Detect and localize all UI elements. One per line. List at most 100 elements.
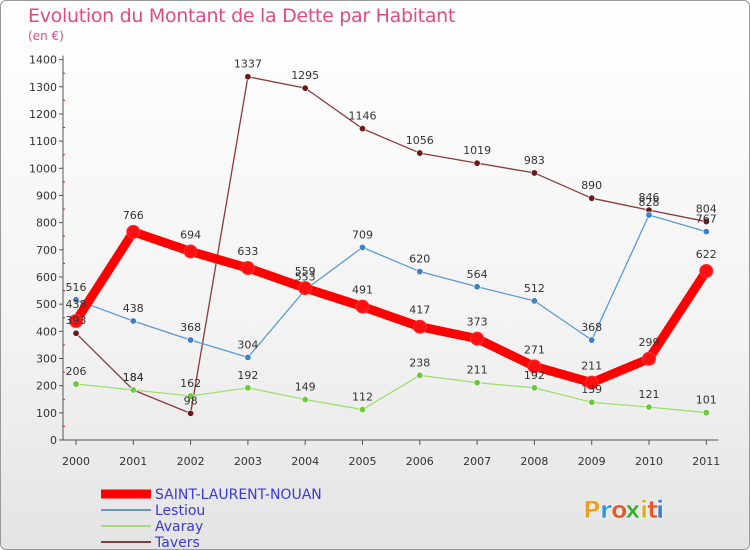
data-point-avaray: [645, 403, 653, 411]
series-line-avaray: [75, 374, 707, 414]
data-label-lestiou: 564: [467, 268, 488, 281]
y-tick-label: 1400: [29, 54, 57, 67]
brand-letter: i: [640, 496, 648, 524]
data-point-lestiou: [588, 336, 596, 344]
data-point-saint-laurent-nouan: [527, 359, 542, 374]
data-label-lestiou: 304: [237, 338, 258, 351]
data-label-saint-laurent-nouan: 299: [639, 336, 660, 349]
x-tick-label: 2008: [520, 455, 548, 468]
data-label-tavers: 846: [639, 191, 660, 204]
legend-label: Avaray: [155, 519, 203, 535]
data-point-lestiou: [244, 353, 252, 361]
data-label-avaray: 192: [524, 369, 545, 382]
data-label-tavers: 983: [524, 154, 545, 167]
data-point-saint-laurent-nouan: [298, 281, 313, 296]
y-tick-label: 100: [36, 407, 57, 420]
data-point-saint-laurent-nouan: [69, 313, 83, 328]
data-point-saint-laurent-nouan: [699, 264, 714, 279]
data-label-saint-laurent-nouan: 491: [352, 284, 373, 297]
data-point-tavers: [301, 84, 309, 92]
data-label-avaray: 139: [581, 383, 602, 396]
data-point-lestiou: [473, 283, 481, 291]
data-point-lestiou: [645, 211, 653, 219]
data-label-tavers: 1019: [463, 144, 491, 157]
data-point-lestiou: [358, 243, 366, 251]
data-label-tavers: 184: [123, 371, 144, 384]
x-tick-label: 2007: [463, 455, 491, 468]
data-point-lestiou: [129, 317, 137, 325]
data-label-avaray: 101: [696, 394, 717, 407]
data-label-lestiou: 620: [409, 253, 430, 266]
y-tick-label: 700: [36, 244, 57, 257]
y-tick-label: 400: [36, 325, 57, 338]
brand-letter: o: [611, 496, 628, 524]
data-point-tavers: [473, 159, 481, 167]
data-point-saint-laurent-nouan: [584, 375, 599, 390]
data-point-tavers: [358, 125, 366, 133]
brand-letter: P: [583, 496, 601, 524]
data-label-tavers: 393: [66, 314, 87, 327]
data-label-lestiou: 516: [66, 281, 87, 294]
data-point-lestiou: [702, 228, 710, 236]
data-label-saint-laurent-nouan: 271: [524, 343, 545, 356]
data-point-tavers: [244, 73, 252, 81]
data-label-tavers: 1337: [234, 58, 262, 71]
y-tick-label: 300: [36, 352, 57, 365]
axes: 0 100 200 300 400 500 600 700 800 900 1000 1100 1200…: [29, 54, 720, 468]
data-point-tavers: [72, 329, 80, 337]
series-layer: [69, 73, 714, 417]
y-tick-label: 0: [50, 434, 57, 447]
data-label-lestiou: 512: [524, 282, 545, 295]
data-label-avaray: 211: [467, 364, 488, 377]
data-label-lestiou: 553: [295, 271, 316, 284]
brand-letter: i: [656, 496, 664, 524]
data-point-tavers: [702, 218, 710, 226]
data-point-saint-laurent-nouan: [355, 299, 370, 314]
data-label-saint-laurent-nouan: 694: [180, 228, 201, 241]
x-tick-label: 2010: [635, 455, 663, 468]
data-label-saint-laurent-nouan: 373: [467, 316, 488, 329]
data-point-avaray: [473, 379, 481, 387]
chart-title: Evolution du Montant de la Dette par Hab…: [28, 5, 456, 27]
data-point-lestiou: [72, 296, 80, 304]
data-label-avaray: 112: [352, 391, 373, 404]
data-point-saint-laurent-nouan: [126, 224, 141, 239]
series-line-saint-laurent-nouan: [71, 227, 711, 388]
data-point-avaray: [301, 396, 309, 404]
y-tick-label: 900: [36, 189, 57, 202]
x-tick-label: 2005: [349, 455, 377, 468]
data-label-saint-laurent-nouan: 633: [237, 245, 258, 258]
data-point-lestiou: [187, 336, 195, 344]
y-tick-label: 1300: [29, 81, 57, 94]
series-line-lestiou: [75, 214, 707, 359]
data-point-avaray: [530, 384, 538, 392]
data-label-lestiou: 767: [696, 213, 717, 226]
data-label-tavers: 1146: [349, 110, 377, 123]
data-label-avaray: 238: [409, 356, 430, 369]
data-point-avaray: [702, 409, 710, 417]
data-label-tavers: 98: [184, 394, 198, 407]
data-point-avaray: [72, 380, 80, 388]
data-label-avaray: 149: [295, 381, 316, 394]
y-tick-label: 800: [36, 217, 57, 230]
data-label-lestiou: 368: [581, 321, 602, 334]
data-point-avaray: [588, 398, 596, 406]
data-label-tavers: 1056: [406, 134, 434, 147]
y-tick-label: 500: [36, 298, 57, 311]
data-point-lestiou: [530, 297, 538, 305]
data-point-lestiou: [416, 268, 424, 276]
y-tick-label: 1200: [29, 108, 57, 121]
x-tick-label: 2001: [119, 455, 147, 468]
legend-label: Tavers: [154, 535, 200, 549]
data-label-tavers: 890: [581, 179, 602, 192]
y-tick-label: 1000: [29, 162, 57, 175]
data-point-avaray: [129, 386, 137, 394]
x-tick-label: 2000: [62, 455, 90, 468]
brand-letter: x: [625, 496, 641, 524]
data-label-avaray: 184: [123, 371, 144, 384]
data-label-lestiou: 828: [639, 196, 660, 209]
